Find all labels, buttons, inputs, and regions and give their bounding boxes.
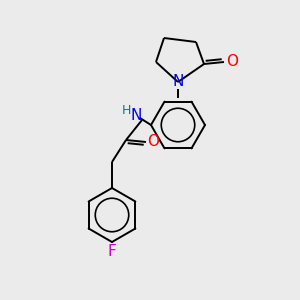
Text: O: O bbox=[147, 134, 159, 149]
Text: F: F bbox=[108, 244, 116, 260]
Text: N: N bbox=[130, 107, 142, 122]
Text: O: O bbox=[226, 55, 238, 70]
Text: N: N bbox=[172, 74, 184, 89]
Text: H: H bbox=[121, 104, 131, 118]
